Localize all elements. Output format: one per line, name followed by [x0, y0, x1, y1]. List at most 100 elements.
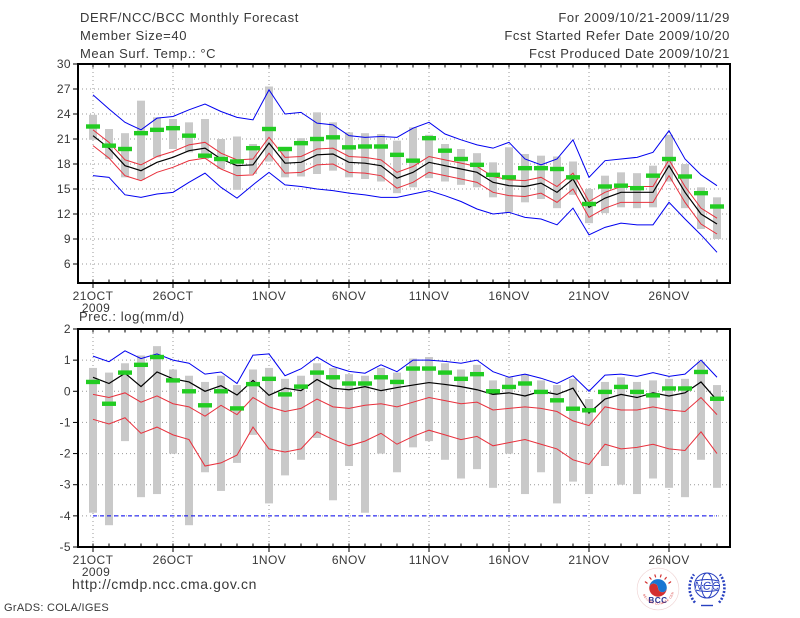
spread-bar [153, 117, 161, 158]
spread-bar [601, 175, 609, 214]
x-tick-label: 21NOV [568, 289, 609, 303]
x-tick-label: 1NOV [252, 289, 286, 303]
spread-bar [601, 381, 609, 467]
spread-bar [393, 140, 401, 194]
reference-dash [470, 371, 484, 377]
spread-bar [361, 133, 369, 179]
temp-panel-label: Mean Surf. Temp.: °C [80, 46, 217, 61]
spread-bar [633, 173, 641, 209]
y-tick-label: 24 [57, 107, 71, 121]
reference-dash [262, 376, 276, 382]
reference-dash [694, 190, 708, 196]
spread-bar [569, 378, 577, 482]
spread-bar [409, 358, 417, 448]
y-tick-label: 12 [57, 207, 71, 221]
reference-dash [694, 369, 708, 375]
x-tick-label: 26NOV [648, 553, 689, 567]
reference-dash [150, 354, 164, 360]
reference-dash [486, 389, 500, 394]
reference-dash [454, 156, 468, 162]
reference-dash [310, 370, 324, 375]
reference-dash [166, 125, 180, 131]
spread-bar [201, 119, 209, 159]
reference-dash [310, 136, 324, 142]
reference-dash [598, 184, 612, 189]
reference-dash [230, 406, 244, 411]
spread-bar [153, 346, 161, 495]
reference-dash [262, 126, 276, 132]
spread-bar [553, 156, 561, 209]
spread-bar [265, 367, 273, 504]
fcst-started-label: Fcst Started Refer Date 2009/10/20 [504, 28, 730, 43]
x-tick-label: 21OCT [73, 289, 114, 303]
spread-bar [441, 144, 449, 182]
spread-bar [473, 364, 481, 470]
reference-dash [278, 392, 292, 397]
reference-dash [406, 366, 420, 371]
reference-dash [406, 158, 420, 163]
spread-bar [345, 374, 353, 467]
spread-bar [505, 377, 513, 454]
reference-dash [214, 389, 228, 394]
reference-dash [246, 145, 260, 151]
spread-bar [537, 380, 545, 473]
spread-bar [265, 86, 273, 162]
x-tick-label: 21NOV [568, 553, 609, 567]
x-tick-label: 1NOV [252, 553, 286, 567]
ncc-logo: NCC [688, 572, 726, 607]
spread-bars [89, 346, 721, 526]
spread-bar [489, 380, 497, 488]
x-tick-label: 26NOV [648, 289, 689, 303]
spread-bar [313, 363, 321, 438]
reference-dash [342, 381, 356, 386]
ncc-logo-text: NCC [694, 581, 720, 593]
x-tick-label: 16NOV [488, 289, 529, 303]
reference-dash [678, 174, 692, 179]
reference-dash [710, 204, 724, 209]
spread-bar [281, 378, 289, 476]
reference-dash [166, 378, 180, 383]
member-max-line [92, 350, 718, 392]
reference-dash [518, 381, 532, 386]
reference-dash [630, 389, 644, 395]
upper-quartile-line [92, 392, 718, 427]
reference-dash [438, 370, 452, 375]
precip-panel-label: Prec.: log(mm/d) [79, 309, 185, 324]
y-tick-label: 30 [57, 57, 71, 71]
y-tick-label: 27 [57, 82, 71, 96]
reference-dash [486, 172, 500, 178]
spread-bar [249, 369, 257, 435]
reference-dash [534, 165, 548, 171]
x-tick-label: 26OCT [153, 553, 194, 567]
spread-bar [585, 399, 593, 495]
spread-bar [377, 367, 385, 454]
reference-dash [102, 143, 116, 148]
reference-dash [710, 396, 724, 401]
y-tick-label: 2 [64, 322, 71, 336]
logo-group: BCC BEIJING CLIMATE CENTER NCC [635, 563, 766, 613]
reference-dash [134, 130, 148, 136]
spread-bar [345, 132, 353, 178]
spread-bar [489, 162, 497, 198]
x-tick-label: 21OCT [73, 553, 114, 567]
reference-dash [566, 406, 580, 411]
spread-bar [137, 100, 145, 180]
spread-bar [521, 374, 529, 495]
y-tick-label: 15 [57, 182, 71, 196]
plot-area [86, 346, 724, 526]
reference-dash [566, 175, 580, 180]
y-tick-label: 1 [64, 353, 71, 367]
x-tick-label: 26OCT [153, 289, 194, 303]
spread-bar [617, 172, 625, 208]
spread-bar [329, 122, 337, 171]
page-title: DERF/NCC/BCC Monthly Forecast [80, 10, 299, 25]
x-tick-label: 16NOV [488, 553, 529, 567]
reference-dash [662, 386, 676, 391]
member-min-line [92, 171, 718, 253]
spread-bar [409, 127, 417, 188]
reference-dash [198, 153, 212, 158]
reference-dash [646, 173, 660, 178]
y-tick-label: 21 [57, 132, 71, 146]
spread-bar [201, 381, 209, 473]
